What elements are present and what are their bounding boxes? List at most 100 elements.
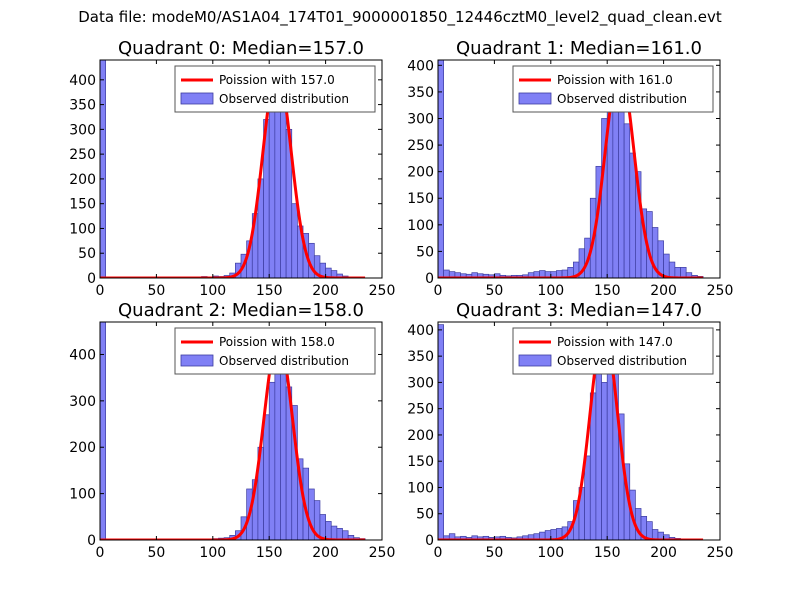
x-tick-label: 250 bbox=[369, 545, 396, 561]
histogram-bar bbox=[268, 109, 276, 278]
y-tick-label: 300 bbox=[69, 122, 96, 138]
x-tick-label: 50 bbox=[485, 283, 503, 299]
legend-curve-label: Poission with 161.0 bbox=[557, 73, 673, 87]
y-tick-label: 150 bbox=[69, 197, 96, 213]
poisson-curve bbox=[438, 66, 704, 278]
axes-frame bbox=[437, 59, 721, 279]
histogram-bar bbox=[100, 322, 106, 540]
chart-title: Quadrant 2: Median=158.0 bbox=[118, 300, 364, 321]
poisson-curve bbox=[100, 336, 366, 540]
y-tick-label: 100 bbox=[69, 487, 96, 503]
histogram-bar bbox=[601, 382, 608, 540]
y-tick-label: 200 bbox=[69, 172, 96, 188]
x-tick-label: 250 bbox=[707, 545, 734, 561]
x-tick-label: 100 bbox=[537, 283, 564, 299]
chart-quadrant-1: 0 50 100 150 200 250 0 50 100 150 200 250 300 350 400 Q… bbox=[407, 38, 733, 299]
x-tick-label: 100 bbox=[199, 545, 226, 561]
x-tick-label: 150 bbox=[256, 283, 283, 299]
legend-hist-swatch bbox=[180, 354, 214, 367]
y-tick-label: 100 bbox=[407, 480, 434, 496]
legend-hist-swatch bbox=[518, 354, 552, 367]
legend-hist-label: Observed distribution bbox=[557, 92, 687, 106]
y-tick-label: 250 bbox=[407, 138, 434, 154]
y-tick-label: 50 bbox=[416, 507, 434, 523]
y-tick-label: 300 bbox=[407, 111, 434, 127]
y-tick-label: 100 bbox=[69, 221, 96, 237]
legend-curve-label: Poission with 157.0 bbox=[219, 73, 335, 87]
y-tick-label: 0 bbox=[87, 271, 96, 287]
histogram-bar bbox=[274, 89, 281, 278]
chart-title: Quadrant 1: Median=161.0 bbox=[456, 38, 702, 59]
legend-curve-label: Poission with 158.0 bbox=[219, 335, 335, 349]
histogram-bar bbox=[595, 358, 602, 540]
histogram-bar bbox=[330, 525, 338, 540]
x-tick-label: 250 bbox=[707, 283, 734, 299]
legend-hist-swatch bbox=[180, 92, 214, 105]
x-tick-label: 200 bbox=[312, 283, 339, 299]
x-tick-label: 0 bbox=[434, 283, 443, 299]
histogram-bar bbox=[663, 253, 670, 278]
chart-title: Quadrant 0: Median=157.0 bbox=[118, 38, 364, 59]
y-tick-label: 400 bbox=[407, 58, 434, 74]
x-tick-label: 50 bbox=[147, 545, 165, 561]
histogram-bar bbox=[325, 521, 332, 540]
legend: Poission with 147.0 Observed distribution bbox=[512, 327, 714, 375]
histogram-bars bbox=[438, 324, 687, 540]
y-tick-label: 150 bbox=[407, 454, 434, 470]
histogram-bar bbox=[438, 60, 444, 278]
y-tick-label: 0 bbox=[425, 271, 434, 287]
legend: Poission with 157.0 Observed distribution bbox=[174, 65, 376, 113]
y-tick-label: 200 bbox=[407, 428, 434, 444]
x-tick-label: 200 bbox=[650, 283, 677, 299]
y-tick-label: 350 bbox=[69, 98, 96, 114]
x-tick-label: 100 bbox=[537, 545, 564, 561]
legend-hist-label: Observed distribution bbox=[557, 354, 687, 368]
chart-quadrant-2: 0 50 100 150 200 250 0 100 200 300 400 Quadrant 2: … bbox=[69, 300, 395, 561]
y-tick-label: 0 bbox=[87, 533, 96, 549]
y-tick-label: 0 bbox=[425, 533, 434, 549]
y-tick-label: 50 bbox=[416, 244, 434, 260]
legend-hist-swatch bbox=[518, 92, 552, 105]
y-tick-label: 300 bbox=[407, 375, 434, 391]
y-tick-label: 50 bbox=[78, 246, 96, 262]
legend: Poission with 158.0 Observed distribution bbox=[174, 327, 376, 375]
y-tick-label: 350 bbox=[407, 85, 434, 101]
axes-frame bbox=[99, 321, 383, 541]
poisson-curve bbox=[100, 68, 366, 278]
histogram-bar bbox=[668, 261, 676, 278]
y-tick-label: 350 bbox=[407, 349, 434, 365]
histogram-bar bbox=[100, 60, 106, 278]
legend-hist-label: Observed distribution bbox=[219, 92, 349, 106]
y-tick-label: 100 bbox=[407, 218, 434, 234]
x-tick-label: 50 bbox=[485, 545, 503, 561]
histogram-bar bbox=[629, 152, 636, 278]
axes-frame bbox=[437, 321, 721, 541]
histogram-bar bbox=[438, 324, 444, 540]
histogram-bar bbox=[623, 123, 631, 278]
legend-hist-label: Observed distribution bbox=[219, 354, 349, 368]
x-tick-label: 150 bbox=[594, 545, 621, 561]
x-tick-label: 0 bbox=[96, 283, 105, 299]
x-tick-label: 200 bbox=[650, 545, 677, 561]
histogram-bar bbox=[336, 528, 343, 540]
x-tick-label: 250 bbox=[369, 283, 396, 299]
histogram-bars bbox=[100, 60, 355, 278]
legend-curve-label: Poission with 147.0 bbox=[557, 335, 673, 349]
histogram-bar bbox=[680, 267, 687, 278]
chart-quadrant-3: 0 50 100 150 200 250 0 50 100 150 200 250 300 350 400 Q… bbox=[407, 300, 733, 561]
histogram-bar bbox=[584, 455, 591, 540]
legend: Poission with 161.0 Observed distribution bbox=[512, 65, 714, 113]
x-tick-label: 150 bbox=[256, 545, 283, 561]
x-tick-label: 100 bbox=[199, 283, 226, 299]
y-tick-label: 400 bbox=[407, 323, 434, 339]
chart-title: Quadrant 3: Median=147.0 bbox=[456, 300, 702, 321]
y-tick-label: 250 bbox=[407, 402, 434, 418]
chart-quadrant-0: 0 50 100 150 200 250 0 50 100 150 200 250 300 350 400 Q… bbox=[69, 38, 395, 299]
figure-title: Data file: modeM0/AS1A04_174T01_90000018… bbox=[78, 8, 722, 26]
y-tick-label: 400 bbox=[69, 347, 96, 363]
y-tick-label: 200 bbox=[407, 165, 434, 181]
histogram-bar bbox=[291, 203, 298, 278]
x-tick-label: 0 bbox=[96, 545, 105, 561]
histogram-bar bbox=[268, 381, 276, 540]
